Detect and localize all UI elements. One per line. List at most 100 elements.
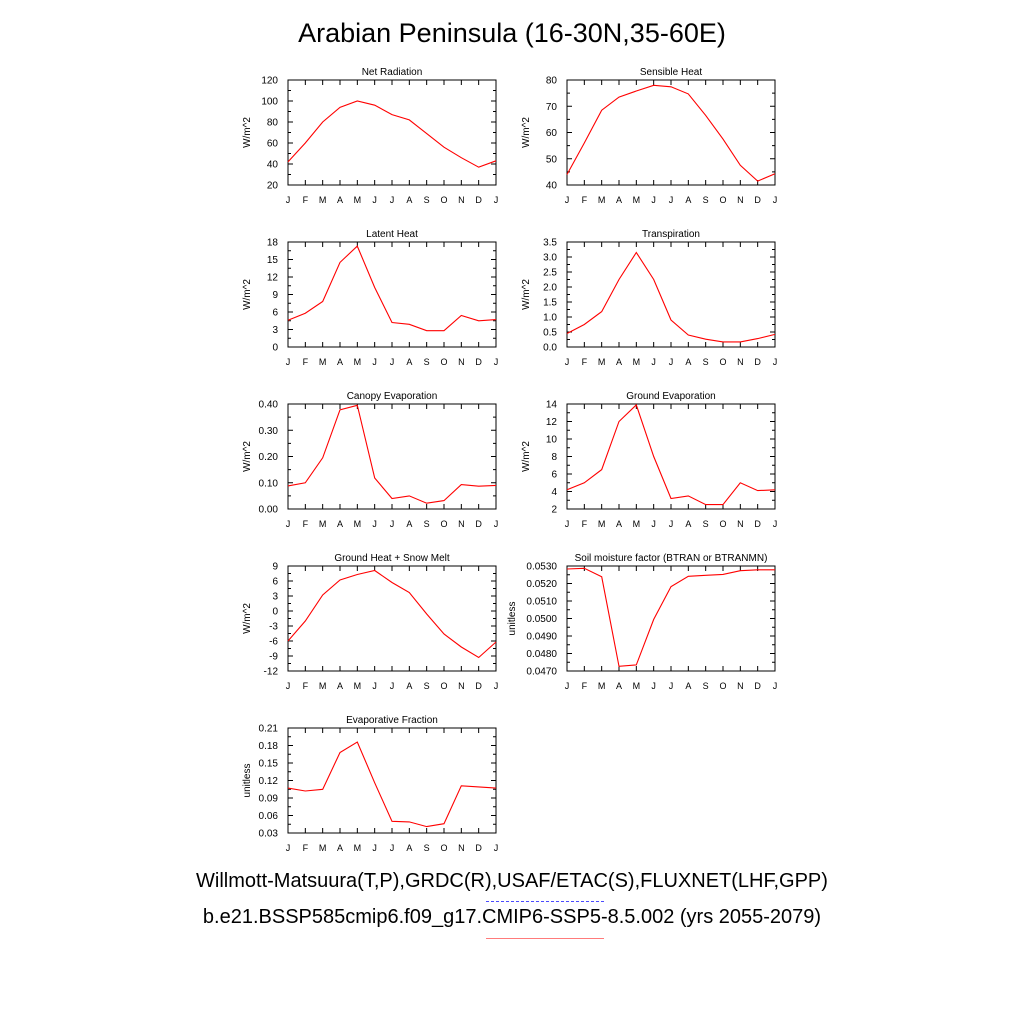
- y-tick-label: 2: [551, 505, 557, 516]
- series-line-sensible-heat: [566, 84, 776, 182]
- x-tick-label: J: [565, 681, 570, 691]
- series-line-ground-heat-snow-melt: [287, 569, 497, 659]
- y-tick-label: 14: [546, 400, 558, 411]
- x-tick-label: N: [458, 195, 465, 205]
- x-tick-label: J: [372, 681, 377, 691]
- x-tick-label: S: [703, 357, 709, 367]
- x-tick-label: J: [372, 843, 377, 853]
- y-tick-label: 40: [546, 181, 558, 192]
- x-tick-label: A: [406, 519, 412, 529]
- y-axis-label: W/m^2: [521, 441, 532, 472]
- legend-model-swatch: [486, 938, 604, 939]
- x-tick-label: S: [703, 519, 709, 529]
- x-tick-label: J: [565, 519, 570, 529]
- x-tick-label: A: [406, 357, 412, 367]
- y-tick-label: 0.0510: [526, 597, 557, 608]
- x-tick-label: A: [616, 195, 622, 205]
- x-tick-label: J: [773, 519, 778, 529]
- x-tick-label: A: [337, 357, 343, 367]
- y-tick-label: 18: [267, 238, 279, 249]
- series-line-canopy-evaporation: [287, 404, 497, 504]
- x-tick-label: M: [633, 519, 641, 529]
- x-tick-label: M: [354, 843, 362, 853]
- x-tick-label: S: [703, 195, 709, 205]
- x-tick-label: D: [475, 681, 482, 691]
- x-tick-label: M: [319, 681, 327, 691]
- x-tick-label: S: [424, 195, 430, 205]
- x-tick-label: J: [372, 357, 377, 367]
- x-tick-label: N: [458, 519, 465, 529]
- x-tick-label: M: [319, 843, 327, 853]
- x-tick-label: J: [494, 357, 499, 367]
- y-tick-label: 8: [551, 452, 557, 463]
- x-tick-label: J: [651, 357, 656, 367]
- x-tick-label: J: [494, 843, 499, 853]
- x-tick-label: J: [286, 843, 291, 853]
- x-tick-label: A: [616, 519, 622, 529]
- x-tick-label: J: [286, 519, 291, 529]
- panel-title: Ground Heat + Snow Melt: [334, 553, 450, 564]
- x-tick-label: A: [616, 357, 622, 367]
- x-tick-label: J: [669, 519, 674, 529]
- x-tick-label: J: [390, 195, 395, 205]
- panel-title: Soil moisture factor (BTRAN or BTRANMN): [575, 553, 768, 564]
- plot-frame: [287, 241, 497, 348]
- y-axis-label: W/m^2: [521, 117, 532, 148]
- x-tick-label: A: [685, 519, 691, 529]
- y-tick-label: 0.10: [259, 478, 279, 489]
- x-tick-label: D: [475, 843, 482, 853]
- plot-frame: [287, 79, 497, 186]
- x-tick-label: J: [390, 357, 395, 367]
- y-tick-label: 2.0: [543, 283, 557, 294]
- x-tick-label: A: [406, 681, 412, 691]
- x-tick-label: N: [737, 681, 744, 691]
- x-tick-label: J: [565, 195, 570, 205]
- x-tick-label: F: [303, 519, 309, 529]
- legend-observations-label: Willmott-Matsuura(T,P),GRDC(R),USAF/ETAC…: [196, 870, 828, 892]
- x-tick-label: M: [354, 195, 362, 205]
- x-tick-label: M: [598, 357, 606, 367]
- x-tick-label: D: [754, 519, 761, 529]
- panel-title: Transpiration: [642, 229, 700, 240]
- y-tick-label: 3.0: [543, 253, 557, 264]
- x-tick-label: N: [458, 681, 465, 691]
- y-tick-label: 0.0500: [526, 614, 557, 625]
- x-tick-label: F: [303, 195, 309, 205]
- y-tick-label: 0: [272, 343, 278, 354]
- y-tick-label: 0.12: [259, 776, 279, 787]
- x-tick-label: J: [494, 519, 499, 529]
- x-tick-label: S: [424, 357, 430, 367]
- panel-title: Latent Heat: [366, 229, 418, 240]
- plot-frame: [287, 565, 497, 672]
- y-tick-label: 0.09: [259, 794, 279, 805]
- y-tick-label: 0.0520: [526, 579, 557, 590]
- series-line-evaporative-fraction: [287, 741, 497, 828]
- y-axis-label: W/m^2: [242, 279, 253, 310]
- y-tick-label: 0.30: [259, 426, 279, 437]
- x-tick-label: D: [475, 519, 482, 529]
- plot-frame: [566, 565, 776, 672]
- y-axis-label: W/m^2: [242, 117, 253, 148]
- legend-observations-swatch: [486, 901, 604, 902]
- x-tick-label: A: [337, 519, 343, 529]
- x-tick-label: J: [651, 195, 656, 205]
- y-tick-label: 0.00: [259, 505, 279, 516]
- x-tick-label: J: [286, 357, 291, 367]
- x-tick-label: M: [598, 195, 606, 205]
- x-tick-label: N: [737, 519, 744, 529]
- y-tick-label: 4: [551, 487, 557, 498]
- plot-frame: [287, 403, 497, 510]
- x-tick-label: A: [406, 195, 412, 205]
- y-axis-label: W/m^2: [242, 441, 253, 472]
- y-tick-label: 0.18: [259, 741, 279, 752]
- plot-frame: [566, 241, 776, 348]
- y-tick-label: 70: [546, 102, 558, 113]
- x-tick-label: A: [337, 843, 343, 853]
- y-tick-label: 0.03: [259, 829, 279, 840]
